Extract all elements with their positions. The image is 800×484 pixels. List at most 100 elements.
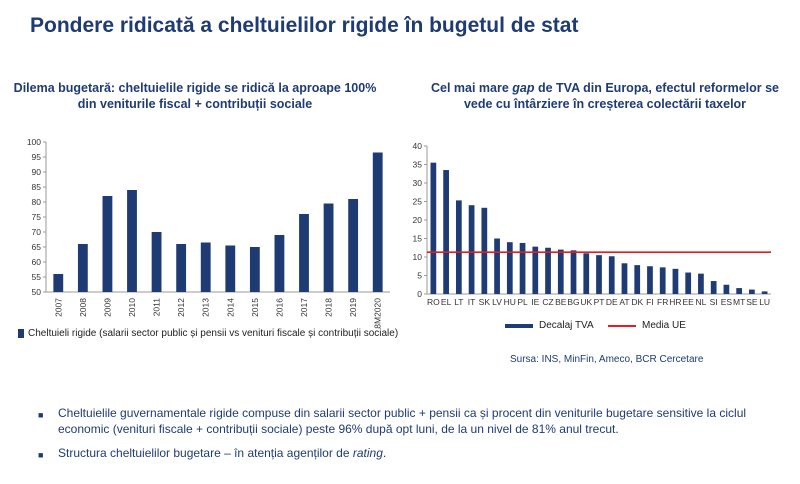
y-tick-label: 0 [417, 289, 422, 299]
y-tick-label: 50 [32, 287, 42, 297]
y-tick-label: 95 [32, 152, 42, 162]
bullet-text-post: . [382, 446, 387, 460]
y-tick-label: 100 [27, 138, 41, 147]
x-tick-label: PL [517, 297, 528, 307]
x-tick-label: 2014 [225, 298, 235, 317]
bar [545, 247, 551, 294]
x-tick-label: 2017 [299, 298, 309, 317]
right-chart-title-post: de TVA din Europa, efectul reformelor se… [463, 81, 780, 111]
bar [468, 205, 475, 294]
x-tick-label: AT [619, 297, 629, 307]
y-tick-label: 60 [32, 257, 42, 267]
bar [53, 274, 64, 292]
right-legend-avg-swatch [608, 324, 636, 327]
bullet-mark: ■ [38, 410, 44, 420]
bar [127, 190, 137, 292]
y-tick-label: 25 [413, 197, 423, 207]
bar [532, 246, 539, 294]
x-tick-label: MT [733, 297, 745, 307]
bar [583, 253, 590, 294]
y-tick-label: 90 [32, 167, 42, 177]
bar [710, 281, 717, 294]
y-tick-label: 65 [32, 242, 42, 252]
bar [506, 242, 513, 294]
right-legend-avg: Media UE [608, 320, 686, 331]
bar [249, 247, 260, 292]
x-tick-label: CZ [542, 297, 553, 307]
bullet-mark: ■ [38, 450, 44, 460]
y-tick-label: 70 [32, 227, 42, 237]
y-tick-label: 10 [413, 252, 423, 262]
bullet-item: ■ Structura cheltuielilor bugetare – în … [38, 445, 778, 463]
x-tick-label: 2019 [348, 298, 358, 317]
left-legend-label: Cheltuieli rigide (salarii sector public… [28, 328, 399, 339]
x-tick-label: DK [631, 297, 643, 307]
bar [225, 245, 236, 292]
left-legend: Cheltuieli rigide (salarii sector public… [18, 328, 398, 339]
x-tick-label: 2015 [250, 298, 260, 317]
bar [621, 263, 628, 294]
left-chart-title: Dilema bugetară: cheltuielile rigide se … [13, 81, 377, 111]
x-tick-label: DE [606, 297, 618, 307]
bar [570, 250, 577, 294]
bar [736, 288, 743, 294]
bar [176, 244, 187, 292]
x-tick-label: 2013 [201, 298, 211, 317]
y-tick-label: 5 [417, 271, 422, 281]
right-chart-title-pre: Cel mai mare [430, 81, 513, 95]
x-tick-label: SK [479, 297, 491, 307]
x-tick-label: FI [646, 297, 654, 307]
x-tick-label: UK [580, 297, 592, 307]
x-tick-label: EL [441, 297, 452, 307]
y-tick-label: 85 [32, 182, 42, 192]
bar [200, 242, 211, 292]
bar [443, 170, 449, 294]
x-tick-label: HR [669, 297, 681, 307]
x-tick-label: FR [657, 297, 668, 307]
x-tick-label: NL [695, 297, 706, 307]
bar [494, 238, 500, 294]
bar [659, 267, 666, 294]
x-tick-label: SE [746, 297, 758, 307]
bar [749, 289, 755, 294]
bullet-text: Cheltuielile guvernamentale rigide compu… [58, 406, 747, 436]
bar [151, 232, 162, 292]
right-bar-chart: 0 5 10 15 20 25 30 35 40 RO EL LT IT SK LV HU PL IE CZ BE BG… [413, 141, 771, 307]
source-note: Sursa: INS, MinFin, Ameco, BCR Cercetare [510, 354, 704, 365]
bar [77, 244, 88, 292]
bar [299, 214, 309, 292]
page-title: Pondere ridicată a cheltuielilor rigide … [30, 14, 579, 37]
bar [455, 200, 462, 294]
right-legend-avg-label: Media UE [642, 320, 686, 331]
x-tick-label: SI [710, 297, 718, 307]
x-tick-label: 2018 [324, 298, 334, 317]
y-tick-label: 15 [413, 234, 423, 244]
right-chart-title-em: gap [512, 81, 535, 95]
bar [698, 273, 704, 294]
x-tick-label: 2016 [274, 298, 284, 317]
x-tick-label: IE [531, 297, 539, 307]
bar [274, 235, 285, 292]
x-tick-label: LU [759, 297, 770, 307]
bullet-item: ■ Cheltuielile guvernamentale rigide com… [38, 405, 778, 437]
left-bar-chart: 50 55 60 65 70 75 80 85 90 95 100 2007 2008 2009 2010 2… [27, 138, 390, 329]
x-tick-label: 2009 [102, 298, 112, 317]
bar [323, 203, 334, 292]
x-tick-label: RO [427, 297, 440, 307]
x-tick-label: LV [492, 297, 502, 307]
y-tick-label: 30 [413, 178, 423, 188]
x-tick-label: 2012 [176, 298, 186, 317]
y-tick-label: 80 [32, 197, 42, 207]
x-tick-label: HU [504, 297, 516, 307]
right-chart-title: Cel mai mare gap de TVA din Europa, efec… [420, 80, 790, 112]
bar [672, 268, 679, 294]
bar [634, 265, 641, 294]
right-legend-tva: Decalaj TVA [505, 320, 594, 331]
bar [761, 291, 768, 294]
bar [723, 284, 730, 294]
bullet-text-em: rating [352, 446, 383, 460]
x-tick-label: 2011 [152, 298, 162, 317]
y-tick-label: 20 [413, 215, 423, 225]
bar [557, 249, 564, 294]
y-tick-label: 35 [413, 160, 423, 170]
